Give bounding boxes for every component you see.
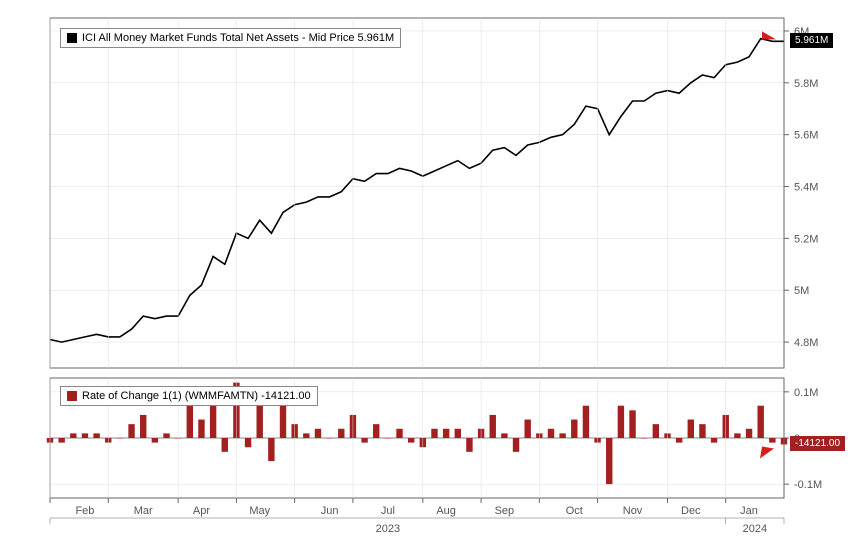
svg-text:Nov: Nov [623,505,643,517]
bottom-value-tag: -14121.00 [790,436,845,451]
svg-text:Jan: Jan [740,505,758,517]
bar-swatch [67,391,77,401]
svg-text:Jun: Jun [321,505,339,517]
svg-text:May: May [249,505,270,517]
svg-text:-0.1M: -0.1M [794,479,822,491]
svg-text:4.8M: 4.8M [794,337,818,349]
svg-text:Dec: Dec [681,505,701,517]
top-value-tag: 5.961M [790,33,833,48]
svg-text:Aug: Aug [436,505,456,517]
bottom-legend: Rate of Change 1(1) (WMMFAMTN) -14121.00 [60,386,318,406]
svg-text:5.6M: 5.6M [794,130,818,142]
svg-text:Jul: Jul [381,505,395,517]
svg-text:2024: 2024 [743,523,767,535]
svg-text:2023: 2023 [376,523,400,535]
bottom-legend-label: Rate of Change 1(1) (WMMFAMTN) -14121.00 [82,390,311,402]
top-legend: ICI All Money Market Funds Total Net Ass… [60,28,401,48]
line-swatch [67,33,77,43]
bottom-value-tag-text: -14121.00 [795,438,840,449]
top-legend-label: ICI All Money Market Funds Total Net Ass… [82,32,394,44]
svg-text:5.2M: 5.2M [794,233,818,245]
svg-text:Apr: Apr [193,505,210,517]
svg-text:5.4M: 5.4M [794,182,818,194]
svg-text:Sep: Sep [495,505,515,517]
svg-text:Mar: Mar [134,505,153,517]
svg-text:Feb: Feb [75,505,94,517]
svg-text:0.1M: 0.1M [794,387,818,399]
svg-text:5.8M: 5.8M [794,78,818,90]
svg-text:Oct: Oct [566,505,583,517]
chart-svg: 4.8M5M5.2M5.4M5.6M5.8M6M-0.1M00.1MFebMar… [0,0,848,539]
chart-container: ICI All Money Market Funds Total Net Ass… [0,0,848,539]
svg-text:5M: 5M [794,285,809,297]
top-value-tag-text: 5.961M [795,35,828,46]
